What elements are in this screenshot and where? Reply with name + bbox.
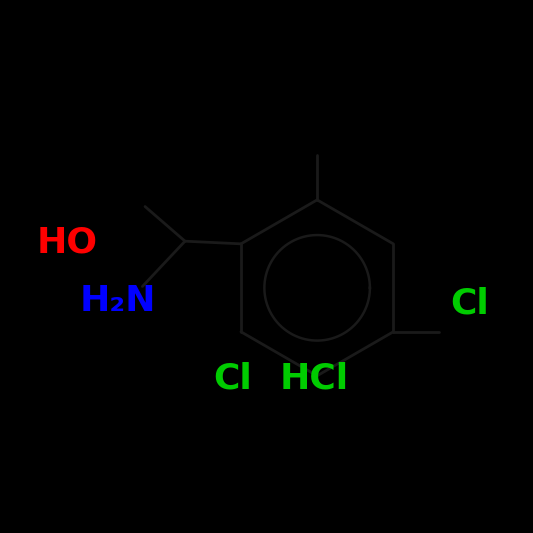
Text: Cl: Cl	[450, 287, 489, 321]
Text: H₂N: H₂N	[80, 284, 157, 318]
Text: HO: HO	[36, 225, 98, 260]
Text: Cl: Cl	[213, 361, 252, 395]
Text: HCl: HCl	[280, 361, 349, 395]
